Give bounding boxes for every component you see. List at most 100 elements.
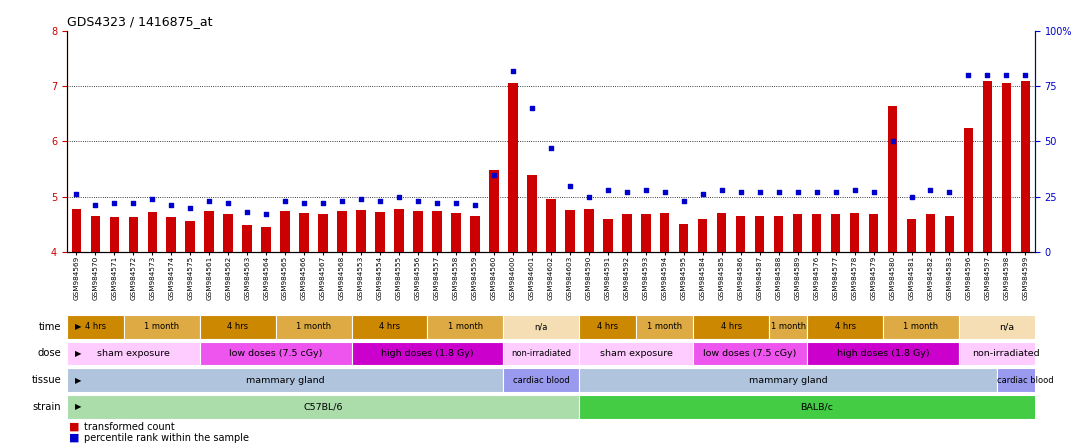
Bar: [579, 368, 997, 392]
Point: [333, 198, 350, 205]
Bar: [432, 211, 442, 252]
Bar: [1001, 83, 1011, 252]
Point: [542, 144, 559, 151]
Text: 1 month: 1 month: [647, 322, 682, 331]
Bar: [67, 368, 503, 392]
Bar: [527, 174, 537, 252]
Text: 4 hrs: 4 hrs: [85, 322, 106, 331]
Bar: [351, 315, 428, 339]
Point: [372, 198, 389, 205]
Text: sham exposure: sham exposure: [599, 349, 673, 358]
Bar: [300, 213, 308, 252]
Bar: [185, 221, 195, 252]
Bar: [579, 341, 693, 365]
Point: [827, 189, 844, 196]
Text: cardiac blood: cardiac blood: [997, 376, 1053, 385]
Bar: [812, 214, 821, 252]
Point: [922, 186, 939, 194]
Text: ▶: ▶: [75, 322, 82, 331]
Bar: [91, 216, 100, 252]
Bar: [565, 210, 575, 252]
Bar: [774, 216, 784, 252]
Text: mammary gland: mammary gland: [749, 376, 828, 385]
Point: [694, 191, 711, 198]
Text: ■: ■: [69, 433, 80, 443]
Text: transformed count: transformed count: [84, 422, 175, 432]
Bar: [697, 218, 707, 252]
Bar: [944, 216, 954, 252]
Bar: [883, 315, 959, 339]
Text: dose: dose: [38, 349, 61, 358]
Bar: [280, 211, 290, 252]
Text: 4 hrs: 4 hrs: [720, 322, 742, 331]
Text: ■: ■: [69, 422, 80, 432]
Bar: [67, 395, 579, 419]
Bar: [679, 224, 689, 252]
Bar: [261, 227, 271, 252]
Point: [865, 189, 882, 196]
Bar: [926, 214, 936, 252]
Bar: [983, 81, 992, 252]
Bar: [547, 199, 555, 252]
Point: [789, 189, 806, 196]
Text: n/a: n/a: [535, 322, 548, 331]
Bar: [584, 209, 594, 252]
Text: 1 month: 1 month: [144, 322, 179, 331]
Point: [998, 71, 1015, 79]
Bar: [67, 341, 199, 365]
Bar: [641, 214, 650, 252]
Point: [315, 200, 332, 207]
Text: percentile rank within the sample: percentile rank within the sample: [84, 433, 249, 443]
Bar: [693, 341, 807, 365]
Point: [903, 193, 921, 200]
Bar: [503, 315, 579, 339]
Point: [732, 189, 749, 196]
Bar: [959, 315, 1054, 339]
Text: 1 month: 1 month: [771, 322, 805, 331]
Point: [770, 189, 787, 196]
Bar: [1021, 81, 1031, 252]
Point: [751, 189, 769, 196]
Bar: [199, 315, 276, 339]
Bar: [205, 211, 213, 252]
Point: [295, 200, 313, 207]
Point: [201, 198, 218, 205]
Point: [523, 105, 540, 112]
Bar: [276, 315, 351, 339]
Point: [181, 204, 198, 211]
Text: GDS4323 / 1416875_at: GDS4323 / 1416875_at: [67, 16, 212, 28]
Bar: [128, 217, 138, 252]
Bar: [110, 217, 119, 252]
Text: low doses (7.5 cGy): low doses (7.5 cGy): [704, 349, 797, 358]
Text: cardiac blood: cardiac blood: [513, 376, 569, 385]
Text: ▶: ▶: [75, 349, 82, 358]
Text: non-irradiated: non-irradiated: [511, 349, 571, 358]
Point: [1017, 71, 1034, 79]
Text: non-irradiated: non-irradiated: [972, 349, 1040, 358]
Text: 4 hrs: 4 hrs: [227, 322, 248, 331]
Bar: [375, 212, 385, 252]
Bar: [395, 209, 404, 252]
Point: [599, 186, 617, 194]
Bar: [452, 213, 460, 252]
Point: [580, 193, 597, 200]
Bar: [318, 214, 328, 252]
Point: [447, 200, 465, 207]
Point: [808, 189, 826, 196]
Bar: [148, 212, 157, 252]
Bar: [579, 315, 636, 339]
Point: [657, 189, 674, 196]
Point: [238, 209, 255, 216]
Bar: [959, 341, 1054, 365]
Text: 1 month: 1 month: [447, 322, 483, 331]
Point: [846, 186, 863, 194]
Bar: [124, 315, 199, 339]
Point: [410, 198, 427, 205]
Bar: [792, 214, 802, 252]
Point: [143, 195, 161, 202]
Bar: [755, 216, 764, 252]
Bar: [579, 395, 1054, 419]
Bar: [769, 315, 807, 339]
Point: [941, 189, 958, 196]
Point: [884, 138, 901, 145]
